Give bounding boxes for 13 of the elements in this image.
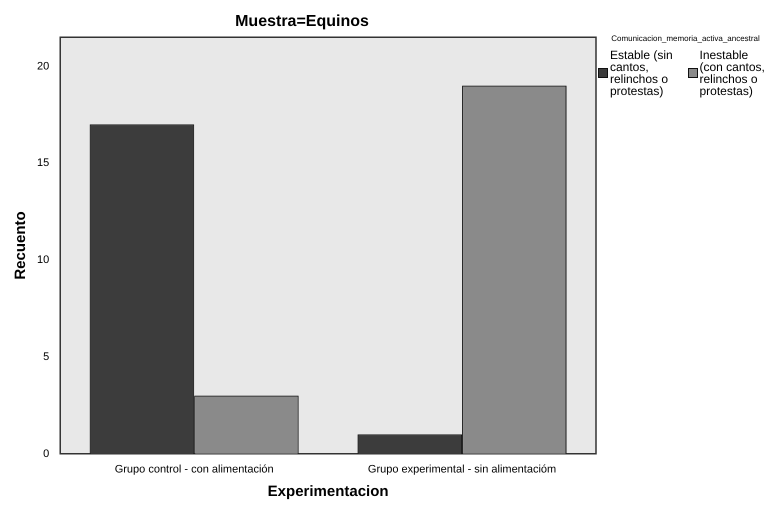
y-tick-label: 15: [36, 157, 50, 170]
legend-title: Comunicacion_memoria_activa_ancestral: [610, 34, 761, 43]
x-tick-label: Grupo control - con alimentación: [114, 463, 274, 476]
y-tick-label: 10: [36, 254, 50, 266]
y-tick-label: 0: [43, 448, 50, 460]
legend-label: Inestable (con cantos, relinchos o protestas): [700, 48, 766, 98]
y-axis-title: Recuento: [12, 211, 30, 280]
x-axis-title: Experimentacion: [268, 483, 389, 500]
y-tick-label: 20: [36, 60, 50, 72]
legend-label: Estable (sin cantos, relinchos o protestas): [610, 48, 674, 98]
y-tick-label: 5: [43, 350, 50, 363]
chart-title: Muestra=Equinos: [235, 13, 369, 30]
x-tick-label: Grupo experimental - sin alimentacióm: [368, 463, 556, 476]
